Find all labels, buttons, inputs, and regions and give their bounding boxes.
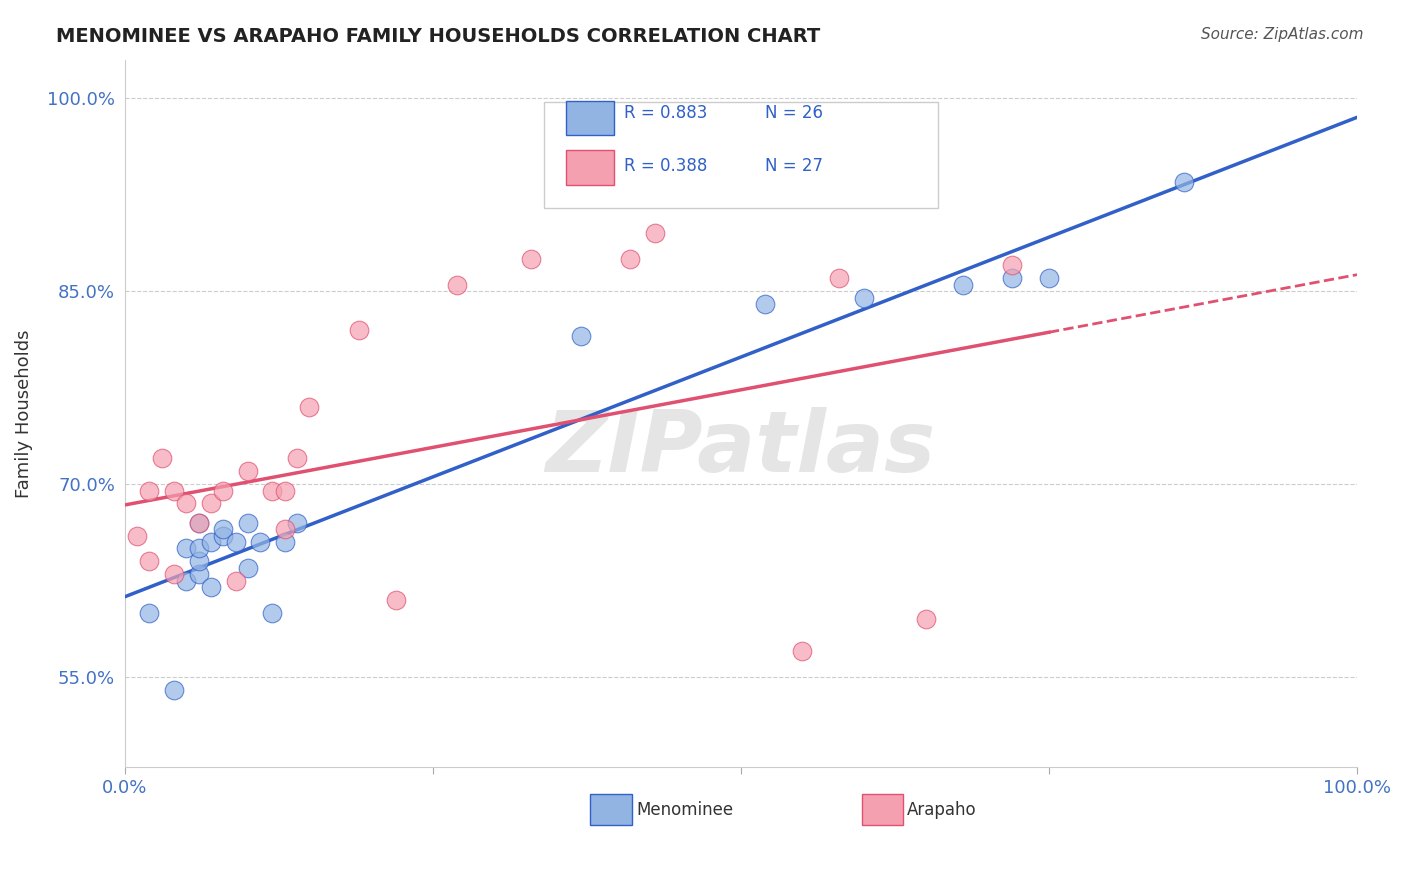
Point [384, 593, 406, 607]
Point [150, 451, 173, 466]
Point [792, 644, 814, 658]
Point [285, 451, 308, 466]
Point [174, 496, 197, 510]
Point [285, 516, 308, 530]
FancyBboxPatch shape [862, 794, 904, 825]
Point [262, 606, 284, 620]
Point [187, 516, 209, 530]
Point [347, 323, 370, 337]
Point [200, 496, 222, 510]
Point [163, 483, 186, 498]
Text: Source: ZipAtlas.com: Source: ZipAtlas.com [1201, 27, 1364, 42]
Point [298, 400, 321, 414]
Point [236, 516, 259, 530]
FancyBboxPatch shape [591, 794, 633, 825]
Point [187, 541, 209, 556]
Point [138, 554, 160, 568]
Text: R = 0.883: R = 0.883 [624, 103, 707, 121]
Text: R = 0.388: R = 0.388 [624, 157, 707, 175]
Point [274, 522, 297, 536]
Text: ZIPatlas: ZIPatlas [546, 408, 936, 491]
Point [1038, 271, 1060, 285]
Point [520, 252, 543, 266]
Point [249, 535, 271, 549]
Point [1001, 271, 1024, 285]
Point [225, 535, 247, 549]
FancyBboxPatch shape [565, 101, 614, 136]
Point [187, 554, 209, 568]
Point [569, 329, 592, 343]
Point [200, 580, 222, 594]
Point [163, 683, 186, 698]
Text: Arapaho: Arapaho [907, 801, 977, 819]
Point [446, 277, 468, 292]
Point [754, 297, 776, 311]
Point [200, 535, 222, 549]
Point [262, 483, 284, 498]
Point [174, 541, 197, 556]
FancyBboxPatch shape [565, 150, 614, 185]
Point [138, 483, 160, 498]
Text: N = 27: N = 27 [765, 157, 824, 175]
Point [828, 271, 851, 285]
Point [212, 522, 235, 536]
Point [212, 483, 235, 498]
Point [274, 535, 297, 549]
Point [1001, 259, 1024, 273]
Text: Menominee: Menominee [636, 801, 733, 819]
Point [236, 560, 259, 574]
Point [644, 227, 666, 241]
Point [619, 252, 641, 266]
Point [163, 567, 186, 582]
Point [1173, 175, 1195, 189]
Point [274, 483, 297, 498]
Point [914, 612, 936, 626]
Point [236, 464, 259, 478]
Point [212, 528, 235, 542]
Point [138, 606, 160, 620]
Point [174, 574, 197, 588]
Point [125, 528, 148, 542]
Point [187, 567, 209, 582]
Point [187, 516, 209, 530]
Text: MENOMINEE VS ARAPAHO FAMILY HOUSEHOLDS CORRELATION CHART: MENOMINEE VS ARAPAHO FAMILY HOUSEHOLDS C… [56, 27, 821, 45]
Y-axis label: Family Households: Family Households [15, 329, 32, 498]
Point [225, 574, 247, 588]
Point [952, 277, 974, 292]
Point [853, 291, 876, 305]
Text: N = 26: N = 26 [765, 103, 824, 121]
FancyBboxPatch shape [544, 102, 938, 208]
